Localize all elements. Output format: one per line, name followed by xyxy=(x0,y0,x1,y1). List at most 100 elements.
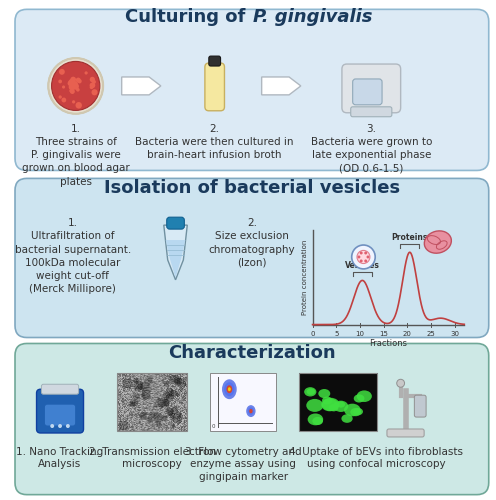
Polygon shape xyxy=(166,240,186,278)
Circle shape xyxy=(71,86,74,90)
FancyBboxPatch shape xyxy=(342,64,401,113)
Text: 4. Uptake of bEVs into fibroblasts
using confocal microscopy: 4. Uptake of bEVs into fibroblasts using… xyxy=(289,447,463,469)
Circle shape xyxy=(90,86,93,89)
Circle shape xyxy=(358,256,361,258)
Text: Culturing of: Culturing of xyxy=(125,8,252,26)
Ellipse shape xyxy=(312,417,323,425)
Ellipse shape xyxy=(329,404,338,411)
FancyBboxPatch shape xyxy=(205,63,225,111)
FancyBboxPatch shape xyxy=(15,178,489,338)
Text: Vesicles: Vesicles xyxy=(345,260,380,270)
Circle shape xyxy=(52,62,100,110)
Text: 3.
Bacteria were grown to
late exponential phase
(OD 0.6-1.5): 3. Bacteria were grown to late exponenti… xyxy=(310,124,432,174)
Circle shape xyxy=(77,79,82,84)
Ellipse shape xyxy=(344,404,361,416)
FancyBboxPatch shape xyxy=(414,395,426,417)
Circle shape xyxy=(360,260,363,262)
Text: P. gingivalis: P. gingivalis xyxy=(253,8,372,26)
Text: 3. Flow cytometry and
enzyme assay using
gingipain marker: 3. Flow cytometry and enzyme assay using… xyxy=(185,447,302,482)
Circle shape xyxy=(367,256,370,258)
FancyBboxPatch shape xyxy=(209,56,221,66)
FancyBboxPatch shape xyxy=(37,389,83,433)
Text: Characterization: Characterization xyxy=(168,344,336,362)
Circle shape xyxy=(90,77,95,82)
Ellipse shape xyxy=(248,408,254,415)
Text: 30: 30 xyxy=(450,330,459,336)
Ellipse shape xyxy=(354,394,365,402)
Circle shape xyxy=(360,252,363,254)
Ellipse shape xyxy=(224,382,235,396)
Ellipse shape xyxy=(341,414,353,423)
Ellipse shape xyxy=(249,409,252,414)
FancyBboxPatch shape xyxy=(210,374,276,431)
Circle shape xyxy=(70,89,75,94)
Ellipse shape xyxy=(322,398,340,411)
Circle shape xyxy=(84,72,88,74)
FancyBboxPatch shape xyxy=(15,344,489,494)
Circle shape xyxy=(69,78,74,84)
Ellipse shape xyxy=(222,380,237,399)
Circle shape xyxy=(67,80,73,86)
Bar xyxy=(117,374,187,431)
Circle shape xyxy=(76,88,80,92)
FancyArrow shape xyxy=(262,77,301,95)
Circle shape xyxy=(71,86,75,90)
Ellipse shape xyxy=(228,387,231,391)
FancyBboxPatch shape xyxy=(167,217,185,229)
Text: 20: 20 xyxy=(403,330,412,336)
Circle shape xyxy=(62,86,65,88)
Ellipse shape xyxy=(321,398,338,411)
FancyBboxPatch shape xyxy=(387,429,424,437)
Text: 0: 0 xyxy=(310,330,315,336)
Circle shape xyxy=(75,102,82,108)
Circle shape xyxy=(59,69,65,75)
Text: Proteins: Proteins xyxy=(391,234,428,242)
Bar xyxy=(299,374,377,431)
Circle shape xyxy=(48,58,103,114)
Ellipse shape xyxy=(307,388,315,395)
Ellipse shape xyxy=(246,405,255,417)
Ellipse shape xyxy=(304,387,316,396)
Text: 1. Nano Tracking
Analysis: 1. Nano Tracking Analysis xyxy=(16,447,104,469)
Text: 10: 10 xyxy=(356,330,365,336)
Circle shape xyxy=(72,81,78,87)
Circle shape xyxy=(352,245,375,269)
Circle shape xyxy=(68,79,74,86)
Text: 1.
Ultrafiltration of
bacterial supernatant.
100kDa molecular
weight cut-off
(Me: 1. Ultrafiltration of bacterial supernat… xyxy=(15,218,131,294)
FancyBboxPatch shape xyxy=(42,384,79,394)
Ellipse shape xyxy=(307,399,323,412)
Circle shape xyxy=(76,78,81,82)
Circle shape xyxy=(90,82,95,88)
Ellipse shape xyxy=(227,385,232,393)
Circle shape xyxy=(71,81,77,87)
Circle shape xyxy=(92,80,96,84)
Circle shape xyxy=(58,424,62,428)
Ellipse shape xyxy=(350,408,361,416)
Circle shape xyxy=(71,82,76,87)
Ellipse shape xyxy=(322,396,332,404)
Ellipse shape xyxy=(357,390,372,402)
Text: Protein concentration: Protein concentration xyxy=(302,240,308,315)
Circle shape xyxy=(70,76,76,82)
FancyBboxPatch shape xyxy=(208,67,222,107)
Ellipse shape xyxy=(337,402,345,407)
Circle shape xyxy=(62,98,66,102)
Ellipse shape xyxy=(308,414,323,426)
Circle shape xyxy=(364,252,367,254)
FancyArrow shape xyxy=(122,77,161,95)
Ellipse shape xyxy=(354,408,363,415)
Circle shape xyxy=(59,96,62,98)
Circle shape xyxy=(74,83,78,87)
Circle shape xyxy=(397,380,405,387)
Text: 15: 15 xyxy=(379,330,388,336)
Circle shape xyxy=(357,250,370,264)
Circle shape xyxy=(66,424,70,428)
Text: Isolation of bacterial vesicles: Isolation of bacterial vesicles xyxy=(104,180,400,198)
Text: Fractions: Fractions xyxy=(370,338,407,347)
Circle shape xyxy=(69,89,72,92)
Text: 5: 5 xyxy=(334,330,338,336)
FancyBboxPatch shape xyxy=(44,404,76,426)
Polygon shape xyxy=(164,225,187,280)
Circle shape xyxy=(91,89,98,96)
Text: 2. Transmission electron
microscopy: 2. Transmission electron microscopy xyxy=(89,447,216,469)
